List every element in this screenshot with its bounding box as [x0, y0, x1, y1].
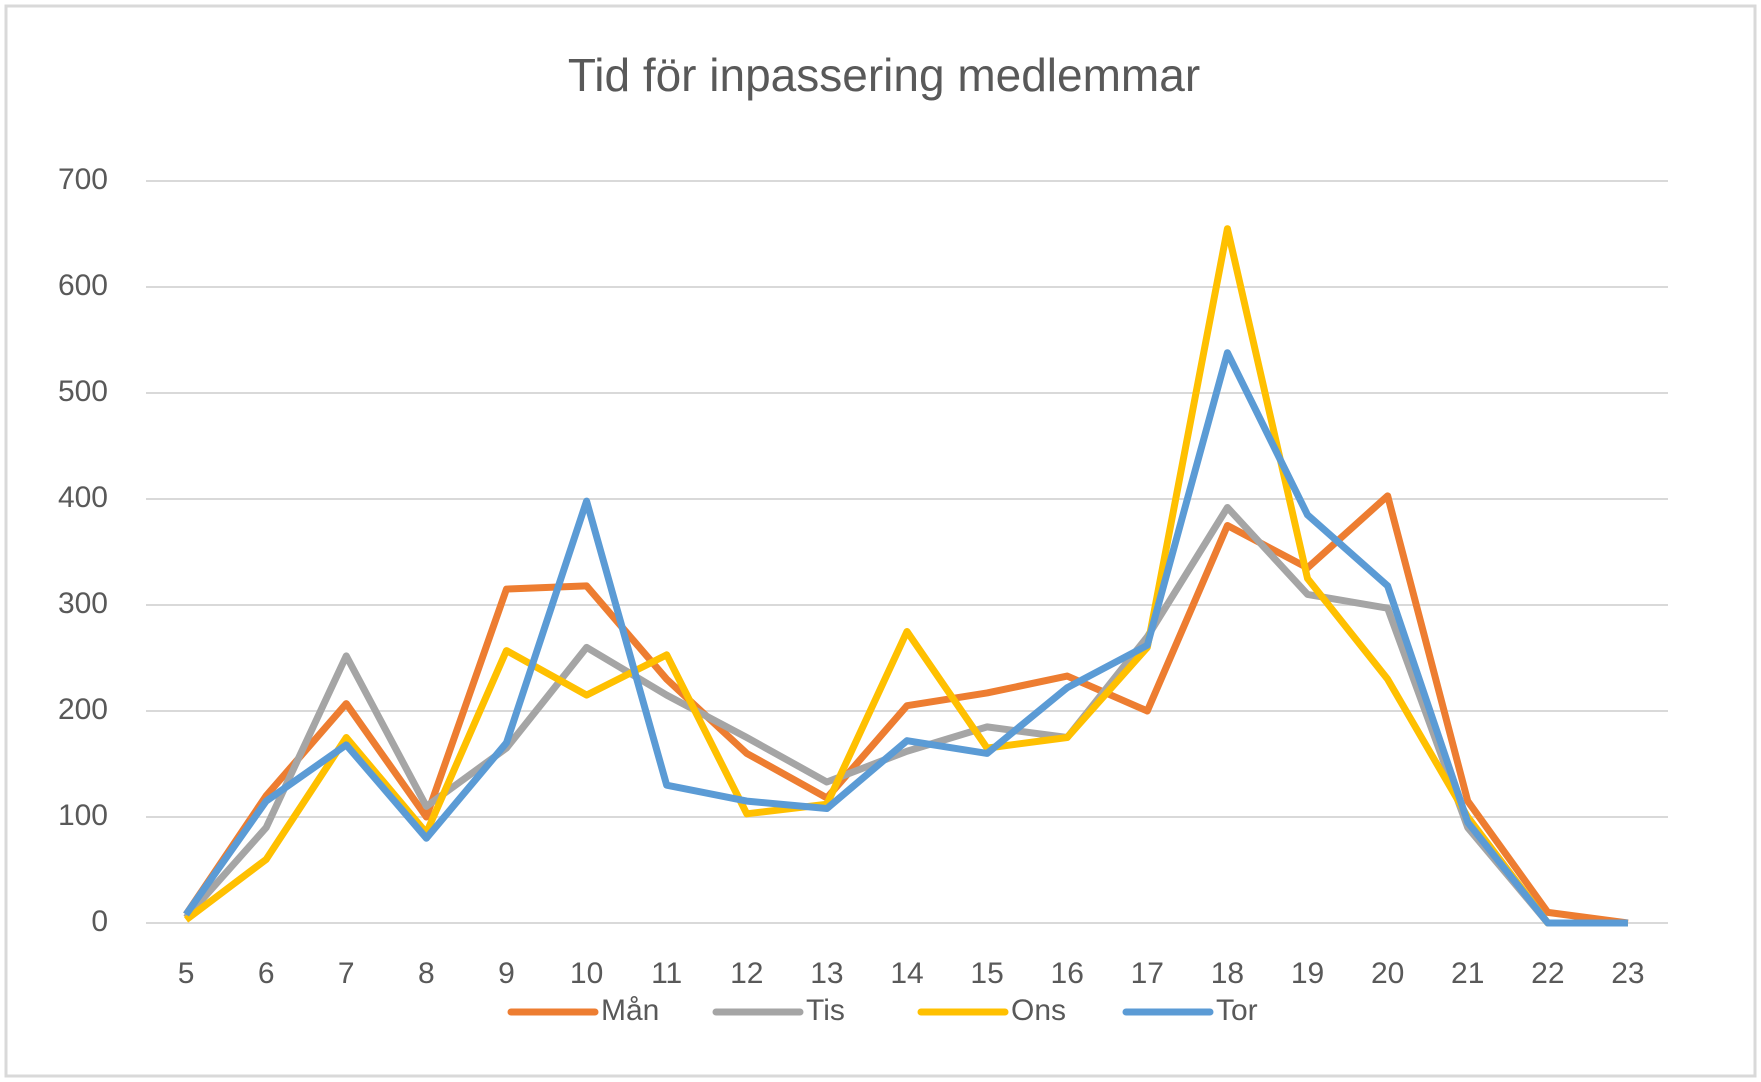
x-tick-label: 9 — [498, 957, 515, 990]
x-tick-label: 6 — [258, 957, 275, 990]
legend-label: Tis — [806, 994, 845, 1027]
chart-border — [4, 4, 1757, 1078]
x-tick-label: 22 — [1531, 957, 1564, 990]
x-tick-label: 12 — [730, 957, 763, 990]
series-line — [183, 492, 1629, 927]
x-tick-label: 21 — [1451, 957, 1484, 990]
x-tick-label: 20 — [1371, 957, 1404, 990]
x-tick-label: 8 — [418, 957, 435, 990]
legend-label: Mån — [601, 994, 659, 1027]
x-tick-label: 13 — [810, 957, 843, 990]
x-tick-label: 15 — [970, 957, 1003, 990]
x-tick-label: 19 — [1291, 957, 1324, 990]
y-tick-label: 0 — [91, 905, 108, 938]
x-tick-label: 5 — [178, 957, 195, 990]
x-tick-label: 10 — [570, 957, 603, 990]
legend-label: Ons — [1011, 994, 1066, 1027]
x-tick-label: 14 — [890, 957, 923, 990]
y-tick-label: 300 — [58, 587, 108, 620]
y-tick-label: 400 — [58, 481, 108, 514]
legend-label: Tor — [1216, 994, 1258, 1027]
y-tick-label: 500 — [58, 375, 108, 408]
x-tick-label: 18 — [1211, 957, 1244, 990]
chart-title: Tid för inpassering medlemmar — [568, 49, 1200, 101]
y-tick-label: 200 — [58, 693, 108, 726]
x-tick-label: 17 — [1131, 957, 1164, 990]
series-line — [183, 503, 1628, 927]
x-tick-label: 16 — [1051, 957, 1084, 990]
x-tick-label: 23 — [1611, 957, 1644, 990]
x-tick-label: 7 — [338, 957, 355, 990]
y-tick-label: 600 — [58, 269, 108, 302]
y-tick-label: 700 — [58, 163, 108, 196]
y-tick-label: 100 — [58, 799, 108, 832]
x-tick-label: 11 — [651, 957, 682, 990]
series-line — [183, 349, 1628, 927]
